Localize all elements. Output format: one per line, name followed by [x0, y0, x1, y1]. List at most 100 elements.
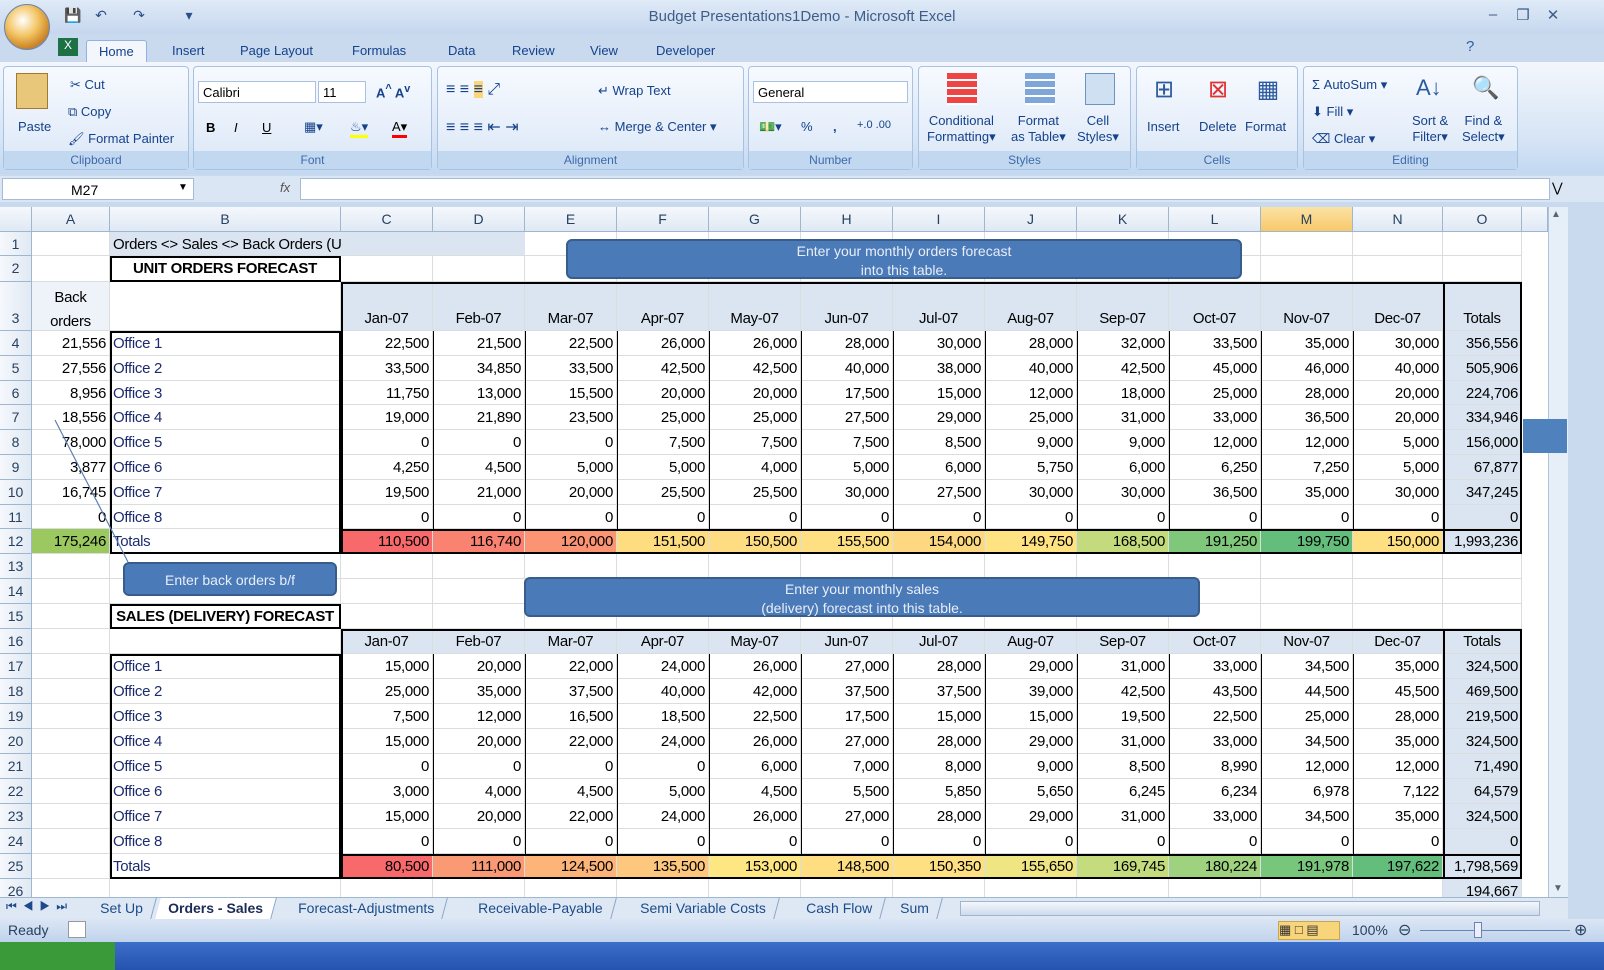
row-header-6[interactable]: 6 [0, 380, 32, 406]
cell-A1[interactable] [32, 232, 110, 256]
cell-J17[interactable]: 29,000 [985, 654, 1077, 680]
cell-A12[interactable]: 175,246 [32, 529, 110, 555]
cell-M13[interactable] [1261, 554, 1353, 580]
cell-M19[interactable]: 25,000 [1261, 704, 1353, 730]
borders-icon[interactable]: ▦▾ [304, 119, 323, 134]
cell-G11[interactable]: 0 [709, 504, 801, 530]
zoom-in-icon[interactable]: ⊕ [1574, 922, 1588, 939]
column-header-C[interactable]: C [341, 207, 433, 232]
horizontal-align-icons[interactable]: ≡ ≡ ≡ ⇤ ⇥ [446, 119, 519, 136]
cell-I18[interactable]: 37,500 [893, 679, 985, 705]
cell-A13[interactable] [32, 554, 110, 580]
cell-F11[interactable]: 0 [617, 504, 709, 530]
row-header-9[interactable]: 9 [0, 455, 32, 480]
tab-data[interactable]: Data [448, 43, 476, 58]
cell-D12[interactable]: 116,740 [433, 529, 525, 555]
cell-O21[interactable]: 71,490 [1443, 754, 1522, 780]
cell-G3[interactable]: May-07 [709, 282, 801, 331]
cell-K6[interactable]: 18,000 [1077, 380, 1169, 406]
scroll-down-icon[interactable]: ▼ [1553, 883, 1563, 894]
cell-B11[interactable]: Office 8 [110, 504, 341, 530]
cell-C21[interactable]: 0 [341, 754, 433, 780]
cell-G10[interactable]: 25,500 [709, 479, 801, 505]
cell-B19[interactable]: Office 3 [110, 704, 341, 730]
cell-K9[interactable]: 6,000 [1077, 455, 1169, 480]
cell-C22[interactable]: 3,000 [341, 779, 433, 805]
cell-G5[interactable]: 42,500 [709, 355, 801, 381]
cell-B14[interactable] [110, 579, 341, 605]
cell-L18[interactable]: 43,500 [1169, 679, 1261, 705]
cell-K12[interactable]: 168,500 [1077, 529, 1169, 555]
cell-G4[interactable]: 26,000 [709, 331, 801, 356]
decimal-icons[interactable]: +.0 .00 [857, 119, 891, 131]
cell-O16[interactable]: Totals [1443, 629, 1522, 655]
cell-N18[interactable]: 45,500 [1353, 679, 1443, 705]
cell-N17[interactable]: 35,000 [1353, 654, 1443, 680]
cell-D22[interactable]: 4,000 [433, 779, 525, 805]
conditional-formatting-button[interactable]: Conditional Formatting▾ [927, 113, 996, 144]
cell-F19[interactable]: 18,500 [617, 704, 709, 730]
cell-N24[interactable]: 0 [1353, 829, 1443, 855]
cell-L8[interactable]: 12,000 [1169, 430, 1261, 455]
column-header-L[interactable]: L [1169, 207, 1261, 232]
cell-K19[interactable]: 19,500 [1077, 704, 1169, 730]
cell-M7[interactable]: 36,500 [1261, 405, 1353, 431]
cell-H5[interactable]: 40,000 [801, 355, 893, 381]
cell-D20[interactable]: 20,000 [433, 729, 525, 755]
row-header-22[interactable]: 22 [0, 779, 32, 805]
cell-M8[interactable]: 12,000 [1261, 430, 1353, 455]
cell-G7[interactable]: 25,000 [709, 405, 801, 431]
select-all-corner[interactable] [0, 207, 32, 232]
cell-A10[interactable]: 16,745 [32, 479, 110, 505]
cell-C2[interactable] [341, 256, 433, 282]
cell-A23[interactable] [32, 804, 110, 830]
cell-G22[interactable]: 4,500 [709, 779, 801, 805]
cell-F23[interactable]: 24,000 [617, 804, 709, 830]
fill-color-icon[interactable]: ♨▾ [350, 119, 369, 138]
cell-D26[interactable] [433, 879, 525, 897]
cell-N13[interactable] [1353, 554, 1443, 580]
cell-G6[interactable]: 20,000 [709, 380, 801, 406]
cell-E10[interactable]: 20,000 [525, 479, 617, 505]
cell-I13[interactable] [893, 554, 985, 580]
worksheet-grid[interactable]: A B C D E F G H I J K L M N O 1 2 3 4 5 6 7 8 9 10 11 12 13 14 15 16 17… [0, 207, 1568, 897]
minimize-button[interactable]: – [1488, 6, 1498, 23]
cell-D17[interactable]: 20,000 [433, 654, 525, 680]
cell-L20[interactable]: 33,000 [1169, 729, 1261, 755]
cell-E3[interactable]: Mar-07 [525, 282, 617, 331]
cell-L11[interactable]: 0 [1169, 504, 1261, 530]
cell-J11[interactable]: 0 [985, 504, 1077, 530]
cell-J7[interactable]: 25,000 [985, 405, 1077, 431]
cell-O26[interactable]: 194,667 [1443, 879, 1522, 897]
tab-home[interactable]: Home [86, 40, 147, 62]
cell-O5[interactable]: 505,906 [1443, 355, 1522, 381]
autosum-button[interactable]: Σ AutoSum ▾ [1312, 77, 1388, 92]
cell-A20[interactable] [32, 729, 110, 755]
column-header-N[interactable]: N [1353, 207, 1443, 232]
cell-I8[interactable]: 8,500 [893, 430, 985, 455]
cell-J19[interactable]: 15,000 [985, 704, 1077, 730]
row-header-19[interactable]: 19 [0, 704, 32, 730]
cell-E6[interactable]: 15,500 [525, 380, 617, 406]
cell-K3[interactable]: Sep-07 [1077, 282, 1169, 331]
cell-B24[interactable]: Office 8 [110, 829, 341, 855]
row-header-13[interactable]: 13 [0, 554, 32, 580]
sheet-tab-sum[interactable]: Sum [887, 898, 943, 919]
bold-button[interactable]: B [206, 120, 216, 135]
cell-C6[interactable]: 11,750 [341, 380, 433, 406]
cell-E18[interactable]: 37,500 [525, 679, 617, 705]
cell-A7[interactable]: 18,556 [32, 405, 110, 431]
cell-A21[interactable] [32, 754, 110, 780]
column-header-D[interactable]: D [433, 207, 525, 232]
cell-F9[interactable]: 5,000 [617, 455, 709, 480]
cell-D23[interactable]: 20,000 [433, 804, 525, 830]
row-header-24[interactable]: 24 [0, 829, 32, 855]
row-header-21[interactable]: 21 [0, 754, 32, 780]
cell-J16[interactable]: Aug-07 [985, 629, 1077, 655]
cell-L13[interactable] [1169, 554, 1261, 580]
column-header-M[interactable]: M [1261, 207, 1353, 232]
clear-button[interactable]: ⌫ Clear ▾ [1312, 131, 1376, 146]
cell-C9[interactable]: 4,250 [341, 455, 433, 480]
cell-F24[interactable]: 0 [617, 829, 709, 855]
cell-M5[interactable]: 46,000 [1261, 355, 1353, 381]
